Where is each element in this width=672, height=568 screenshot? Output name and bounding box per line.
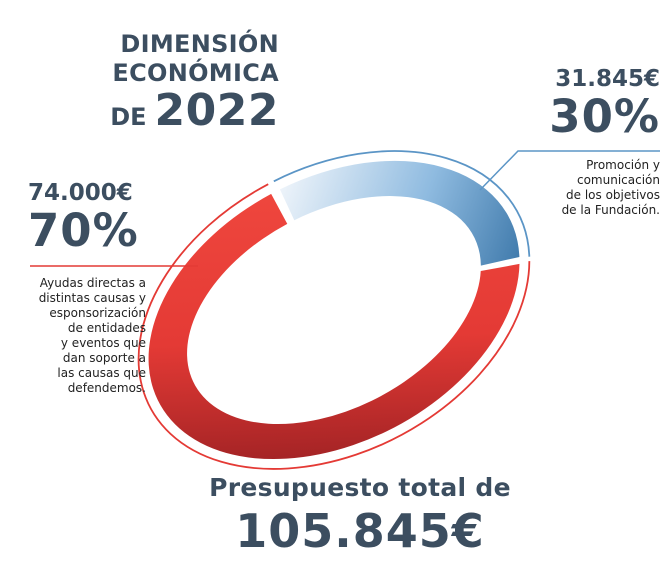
desc-line: de la Fundación.: [561, 203, 660, 217]
title-line-3: DE 2022: [104, 88, 279, 134]
donut-slice-blue: [279, 160, 520, 266]
desc-line: y eventos que: [60, 336, 146, 350]
total-value: 105.845€: [235, 504, 485, 558]
desc-line: comunicación: [576, 173, 660, 187]
total-budget: Presupuesto total de 105.845€: [190, 473, 530, 559]
desc-line: defendemos.: [67, 381, 146, 395]
desc-line: de los objetivos: [566, 188, 660, 202]
slice-percent-blue: 30%: [549, 90, 660, 143]
desc-line: Ayudas directas a: [39, 276, 146, 290]
donut-slice-red-outline: [137, 183, 531, 470]
desc-line: esponsorización: [49, 306, 146, 320]
title-line-1: DIMENSIÓN: [120, 30, 279, 58]
desc-line: dan soporte a: [62, 351, 146, 365]
title-year: 2022: [154, 85, 279, 136]
slice-label-blue: 31.845€ 30%: [549, 66, 660, 142]
slice-amount-blue: 31.845€: [555, 66, 660, 92]
page-title: DIMENSIÓN ECONÓMICA DE 2022: [104, 30, 279, 134]
slice-amount-red: 74.000€: [28, 180, 133, 206]
desc-line: de entidades: [67, 321, 146, 335]
slice-percent-red: 70%: [28, 204, 139, 257]
donut-slice-red: [148, 193, 520, 460]
donut-ring: [137, 150, 531, 470]
slice-label-red: 74.000€ 70%: [28, 180, 139, 256]
slice-description-blue: Promoción y comunicación de los objetivo…: [520, 158, 660, 218]
leader-line-right: [479, 150, 660, 191]
total-label: Presupuesto total de: [209, 473, 511, 502]
desc-line: Promoción y: [586, 158, 660, 172]
desc-line: las causas que: [57, 366, 146, 380]
title-line-2: ECONÓMICA: [112, 59, 279, 87]
donut-slice-blue-outline: [273, 150, 531, 257]
desc-line: distintas causas y: [38, 291, 146, 305]
slice-description-red: Ayudas directas a distintas causas y esp…: [28, 276, 146, 396]
title-prefix: DE: [110, 103, 147, 131]
